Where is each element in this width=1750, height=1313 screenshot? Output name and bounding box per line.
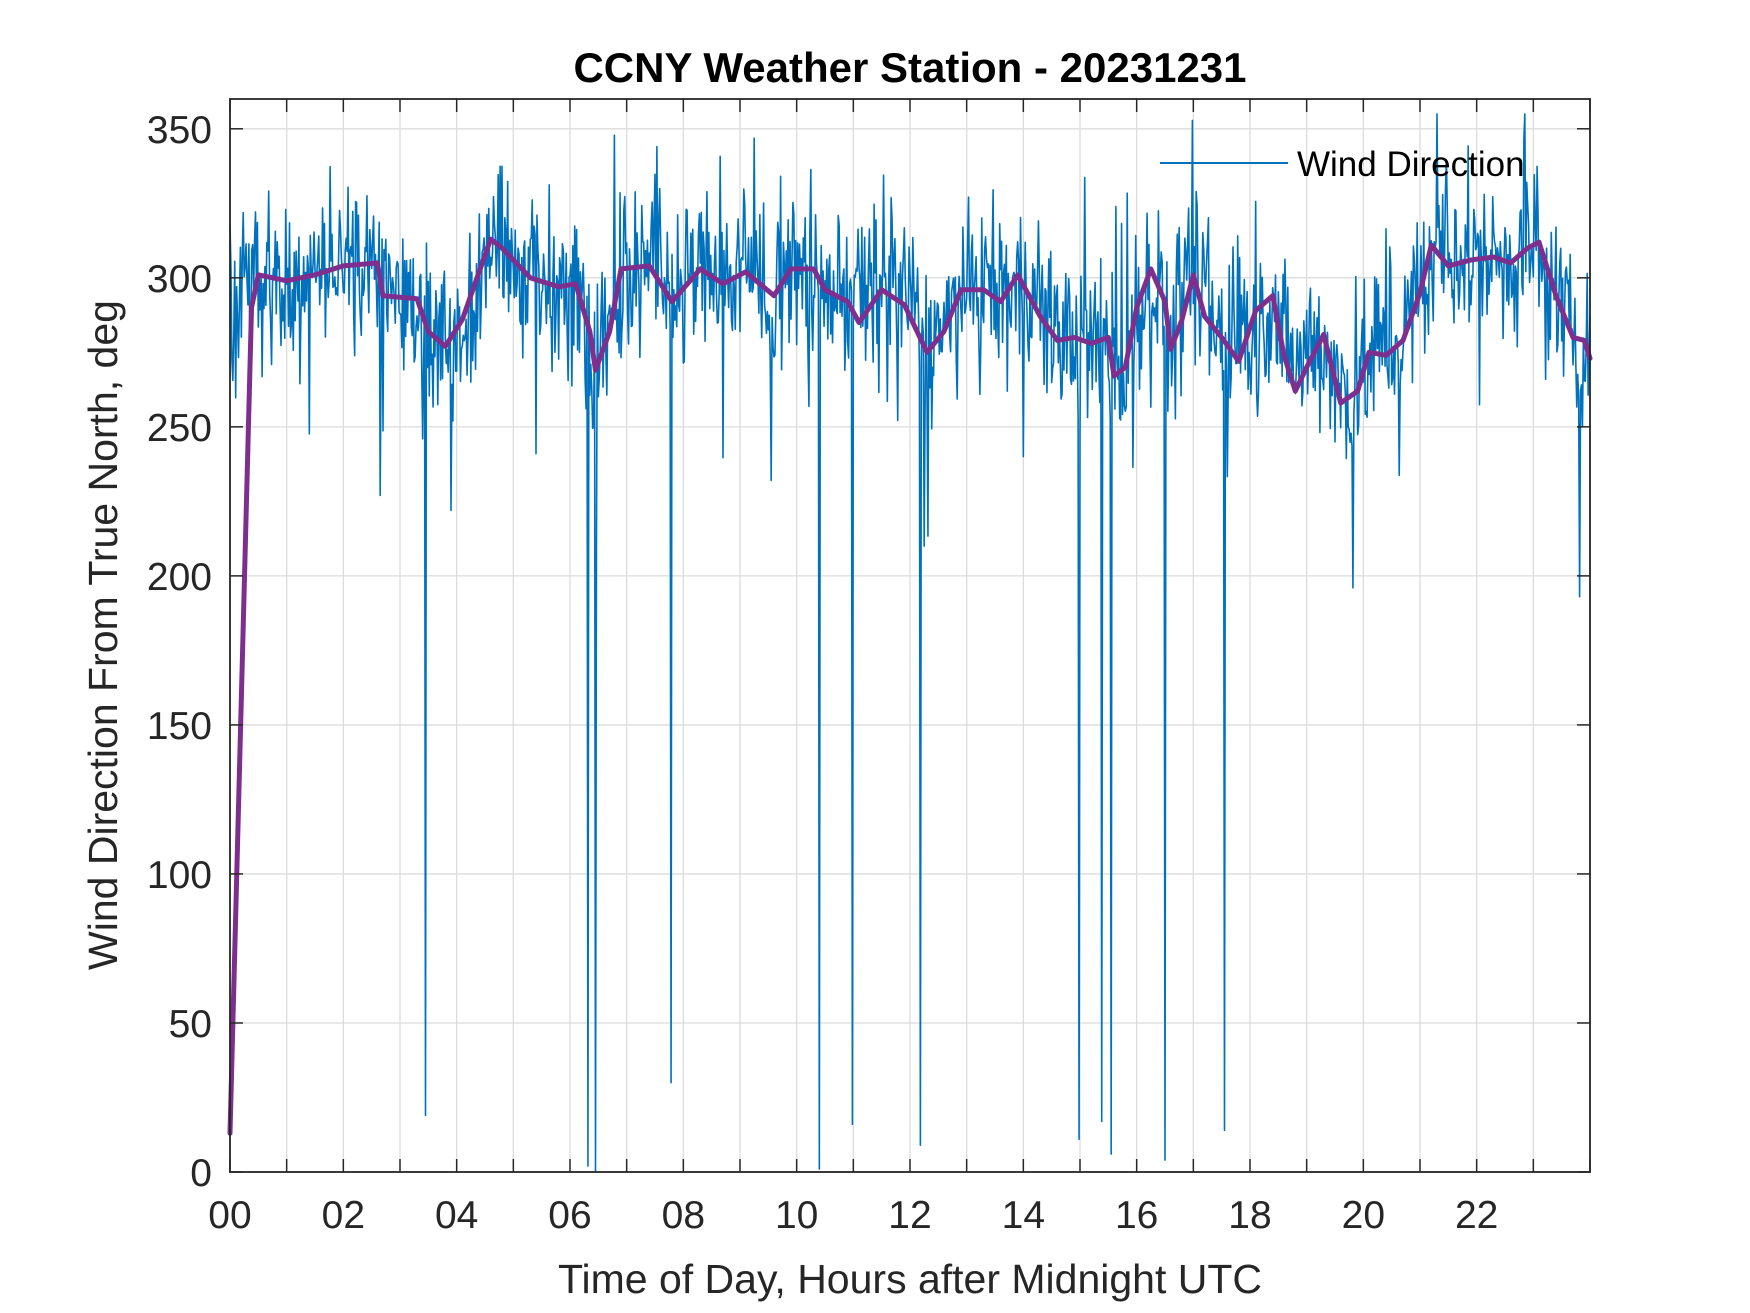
x-tick-label: 22 bbox=[1455, 1194, 1498, 1237]
x-tick-label: 12 bbox=[888, 1194, 931, 1237]
legend: Wind Direction bbox=[1160, 145, 1525, 184]
y-tick-label: 300 bbox=[147, 258, 212, 301]
x-tick-label: 18 bbox=[1228, 1194, 1271, 1237]
x-tick-label: 10 bbox=[775, 1194, 818, 1237]
x-axis-label: Time of Day, Hours after Midnight UTC bbox=[558, 1256, 1262, 1302]
y-tick-label: 200 bbox=[147, 556, 212, 599]
series-layer bbox=[227, 113, 1593, 1173]
series-line-wind-direction bbox=[229, 113, 1591, 1173]
chart-title: CCNY Weather Station - 20231231 bbox=[573, 44, 1246, 91]
y-tick-label: 150 bbox=[147, 705, 212, 748]
tick-marks bbox=[229, 99, 1591, 1173]
x-tick-label: 04 bbox=[435, 1194, 478, 1237]
x-tick-label: 20 bbox=[1342, 1194, 1385, 1237]
y-axis-label: Wind Direction From True North, deg bbox=[80, 300, 126, 970]
y-tick-label: 250 bbox=[147, 407, 212, 450]
y-tick-label: 0 bbox=[190, 1152, 212, 1195]
x-tick-label: 00 bbox=[208, 1194, 251, 1237]
series-line-moving-average bbox=[227, 236, 1593, 1136]
y-tick-label: 50 bbox=[169, 1003, 212, 1046]
x-tick-label: 02 bbox=[322, 1194, 365, 1237]
y-tick-labels: 0 50 100 150 200 250 300 350 bbox=[147, 109, 212, 1195]
y-tick-label: 100 bbox=[147, 854, 212, 897]
x-tick-label: 16 bbox=[1115, 1194, 1158, 1237]
x-tick-label: 06 bbox=[548, 1194, 591, 1237]
x-tick-label: 08 bbox=[662, 1194, 705, 1237]
legend-label-wind-direction: Wind Direction bbox=[1297, 145, 1525, 184]
x-tick-label: 14 bbox=[1002, 1194, 1045, 1237]
y-tick-label: 350 bbox=[147, 109, 212, 152]
x-tick-labels: 00 02 04 06 08 10 12 14 16 18 20 22 bbox=[208, 1194, 1498, 1237]
